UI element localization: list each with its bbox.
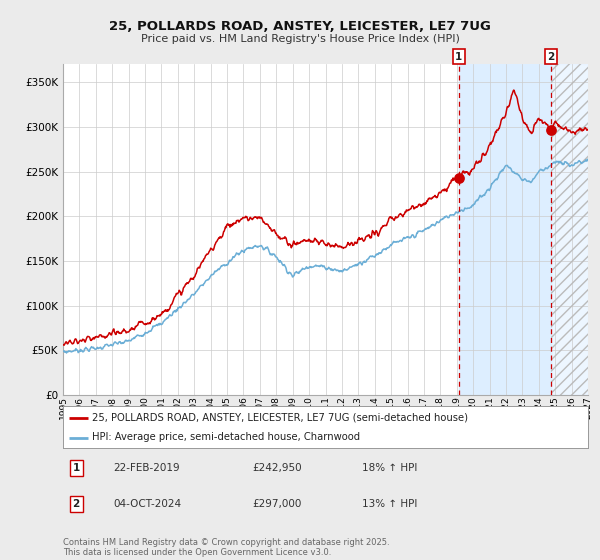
Text: HPI: Average price, semi-detached house, Charnwood: HPI: Average price, semi-detached house,…	[92, 432, 360, 442]
Text: 2: 2	[547, 52, 555, 62]
Point	[454, 174, 464, 183]
Text: 22-FEB-2019: 22-FEB-2019	[113, 463, 179, 473]
Text: Contains HM Land Registry data © Crown copyright and database right 2025.
This d: Contains HM Land Registry data © Crown c…	[63, 538, 389, 557]
Text: 2: 2	[73, 499, 80, 509]
Text: 13% ↑ HPI: 13% ↑ HPI	[362, 499, 418, 509]
Text: £297,000: £297,000	[252, 499, 301, 509]
Text: 1: 1	[455, 52, 463, 62]
Text: 25, POLLARDS ROAD, ANSTEY, LEICESTER, LE7 7UG: 25, POLLARDS ROAD, ANSTEY, LEICESTER, LE…	[109, 20, 491, 32]
Text: Price paid vs. HM Land Registry's House Price Index (HPI): Price paid vs. HM Land Registry's House …	[140, 34, 460, 44]
Bar	[551, 64, 588, 395]
Text: £242,950: £242,950	[252, 463, 302, 473]
Bar	[459, 64, 551, 395]
Text: 1: 1	[73, 463, 80, 473]
Text: 18% ↑ HPI: 18% ↑ HPI	[362, 463, 418, 473]
Bar	[551, 64, 588, 395]
Text: 25, POLLARDS ROAD, ANSTEY, LEICESTER, LE7 7UG (semi-detached house): 25, POLLARDS ROAD, ANSTEY, LEICESTER, LE…	[92, 413, 468, 423]
Text: 04-OCT-2024: 04-OCT-2024	[113, 499, 181, 509]
Point	[546, 125, 556, 134]
